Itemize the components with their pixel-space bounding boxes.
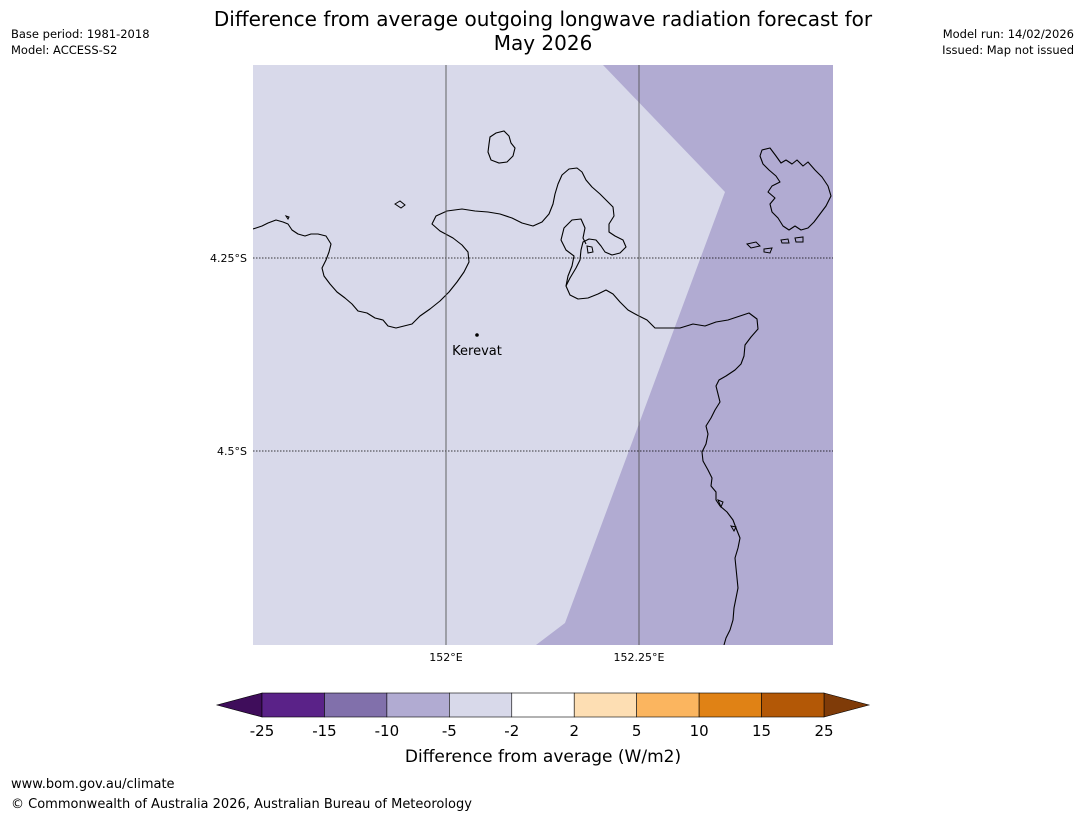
colorbar-tick-label: -2 <box>504 722 519 740</box>
colorbar-tick-label: 5 <box>632 722 642 740</box>
island-ne-small-e <box>717 499 724 509</box>
title-line-2: May 2026 <box>493 31 593 55</box>
island-small-b <box>284 215 290 220</box>
island-north <box>487 130 516 164</box>
colorbar-label: Difference from average (W/m2) <box>405 747 681 767</box>
map-title: Difference from average outgoing longwav… <box>190 7 896 55</box>
lon-label-152.25: 152.25°E <box>614 651 665 664</box>
coastline-main <box>253 167 759 645</box>
colorbar-segment <box>573 692 637 718</box>
colorbar-tick-label: -10 <box>375 722 400 740</box>
lat-label-4.5: 4.5°S <box>217 445 247 458</box>
island-small-c <box>586 245 594 254</box>
island-ne-small-d <box>794 236 804 243</box>
coastline-peninsula <box>560 218 587 287</box>
colorbar-segment <box>636 692 700 718</box>
model-name: Model: ACCESS-S2 <box>11 43 118 57</box>
colorbar-tick-label: -25 <box>250 722 275 740</box>
metadata-left: Base period: 1981-2018 Model: ACCESS-S2 <box>11 26 150 58</box>
island-ne-small-f <box>729 525 737 533</box>
colorbar-tick-label: 2 <box>569 722 579 740</box>
title-line-1: Difference from average outgoing longwav… <box>213 7 873 31</box>
place-label-kerevat: Kerevat <box>452 344 502 359</box>
lon-label-152: 152°E <box>429 651 462 664</box>
colorbar-tick-label: -15 <box>312 722 337 740</box>
lat-label-4.25: 4.25°S <box>210 252 247 265</box>
anomaly-region-minus5-to-minus10 <box>536 65 833 645</box>
colorbar-segment <box>386 692 450 718</box>
colorbar-segment <box>698 692 762 718</box>
colorbar-extend-low <box>215 692 263 718</box>
colorbar-tick-label: 25 <box>814 722 833 740</box>
colorbar-tick-label: 15 <box>752 722 771 740</box>
colorbar-extend-high <box>823 692 871 718</box>
copyright-notice: © Commonwealth of Australia 2026, Austra… <box>11 797 472 812</box>
map-area <box>253 65 833 645</box>
bom-climate-link[interactable]: www.bom.gov.au/climate <box>11 777 175 792</box>
place-marker-kerevat <box>475 333 479 337</box>
island-ne-small-a <box>746 241 761 249</box>
colorbar-segment <box>261 692 325 718</box>
colorbar-segment <box>511 692 575 718</box>
colorbar-tick-label: 10 <box>690 722 709 740</box>
colorbar: -25 -15 -10 -5 -2 2 5 10 15 25 <box>215 692 871 740</box>
island-small-a <box>394 200 406 209</box>
island-group-ne <box>759 147 832 231</box>
base-period: Base period: 1981-2018 <box>11 27 150 41</box>
island-ne-small-c <box>780 238 790 244</box>
colorbar-segment <box>449 692 513 718</box>
island-ne-small-b <box>763 247 773 254</box>
metadata-right: Model run: 14/02/2026 Issued: Map not is… <box>942 26 1074 58</box>
colorbar-tick-label: -5 <box>442 722 457 740</box>
footer: www.bom.gov.au/climate © Commonwealth of… <box>11 775 472 815</box>
colorbar-segment <box>324 692 388 718</box>
colorbar-segment <box>761 692 825 718</box>
issued-status: Issued: Map not issued <box>942 43 1074 57</box>
model-run: Model run: 14/02/2026 <box>942 27 1074 41</box>
